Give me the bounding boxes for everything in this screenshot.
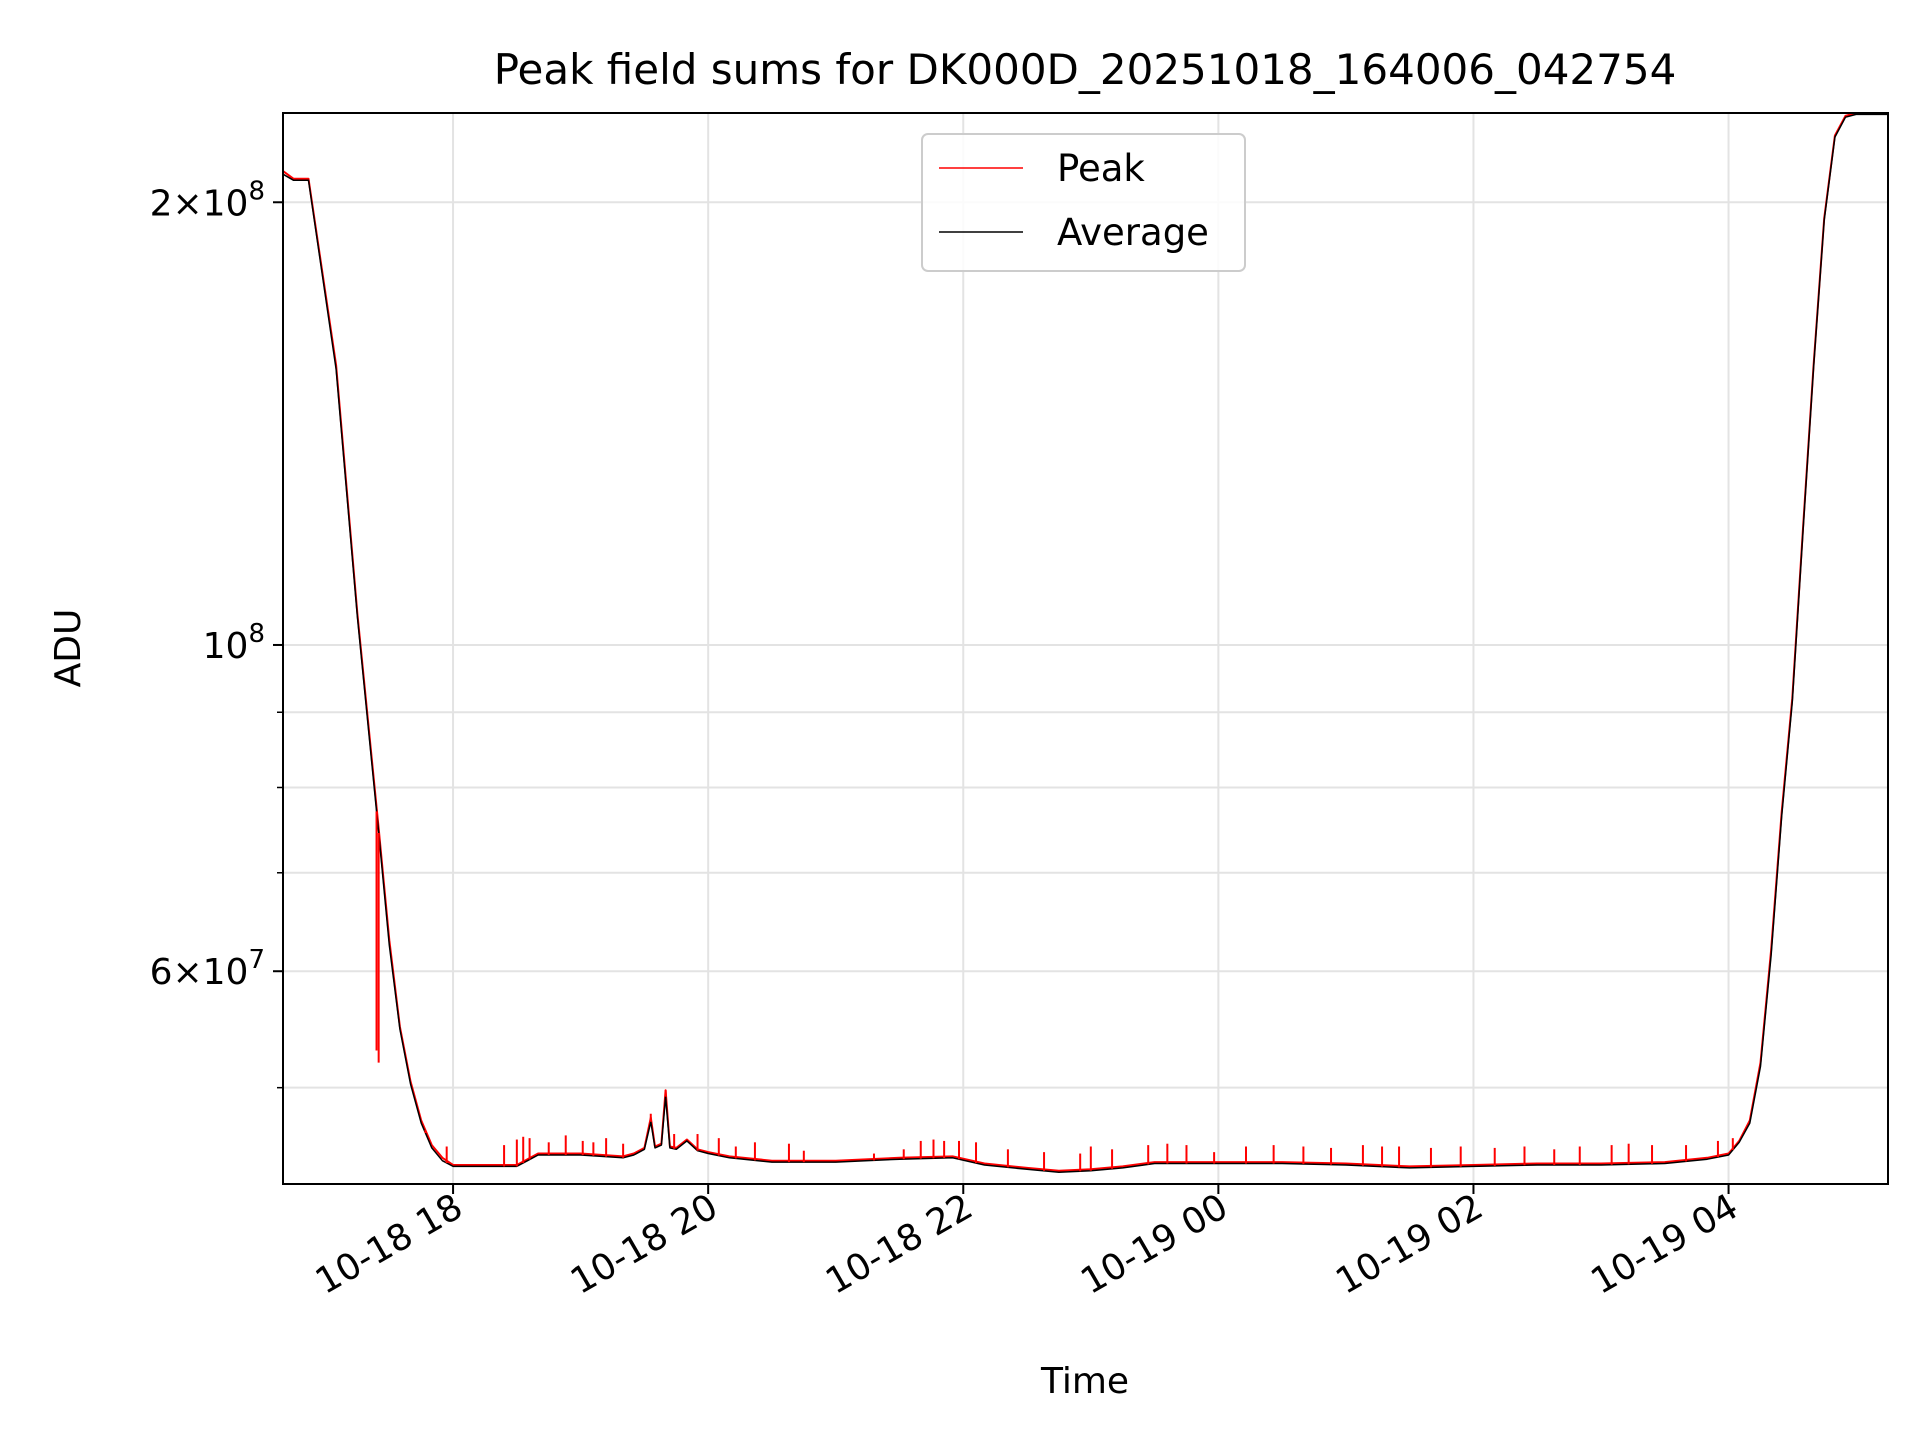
y-tick-label: 2×108 (150, 176, 265, 224)
y-tick-label: 108 (203, 619, 265, 667)
chart-title: Peak field sums for DK000D_20251018_1640… (494, 45, 1677, 94)
series-average-line (282, 113, 1888, 1173)
y-tick-label: 6×107 (150, 945, 265, 993)
grid (283, 113, 1888, 1184)
legend: Peak Average (921, 133, 1246, 272)
legend-peak-label: Peak (1057, 147, 1145, 190)
plot-series (282, 112, 1888, 1173)
x-axis-label: Time (1040, 1361, 1129, 1402)
legend-average-label: Average (1057, 211, 1209, 254)
plot-frame (282, 112, 1889, 1185)
y-axis-label: ADU (48, 609, 89, 688)
y-axis: 2×108 108 6×107 (150, 176, 283, 1089)
